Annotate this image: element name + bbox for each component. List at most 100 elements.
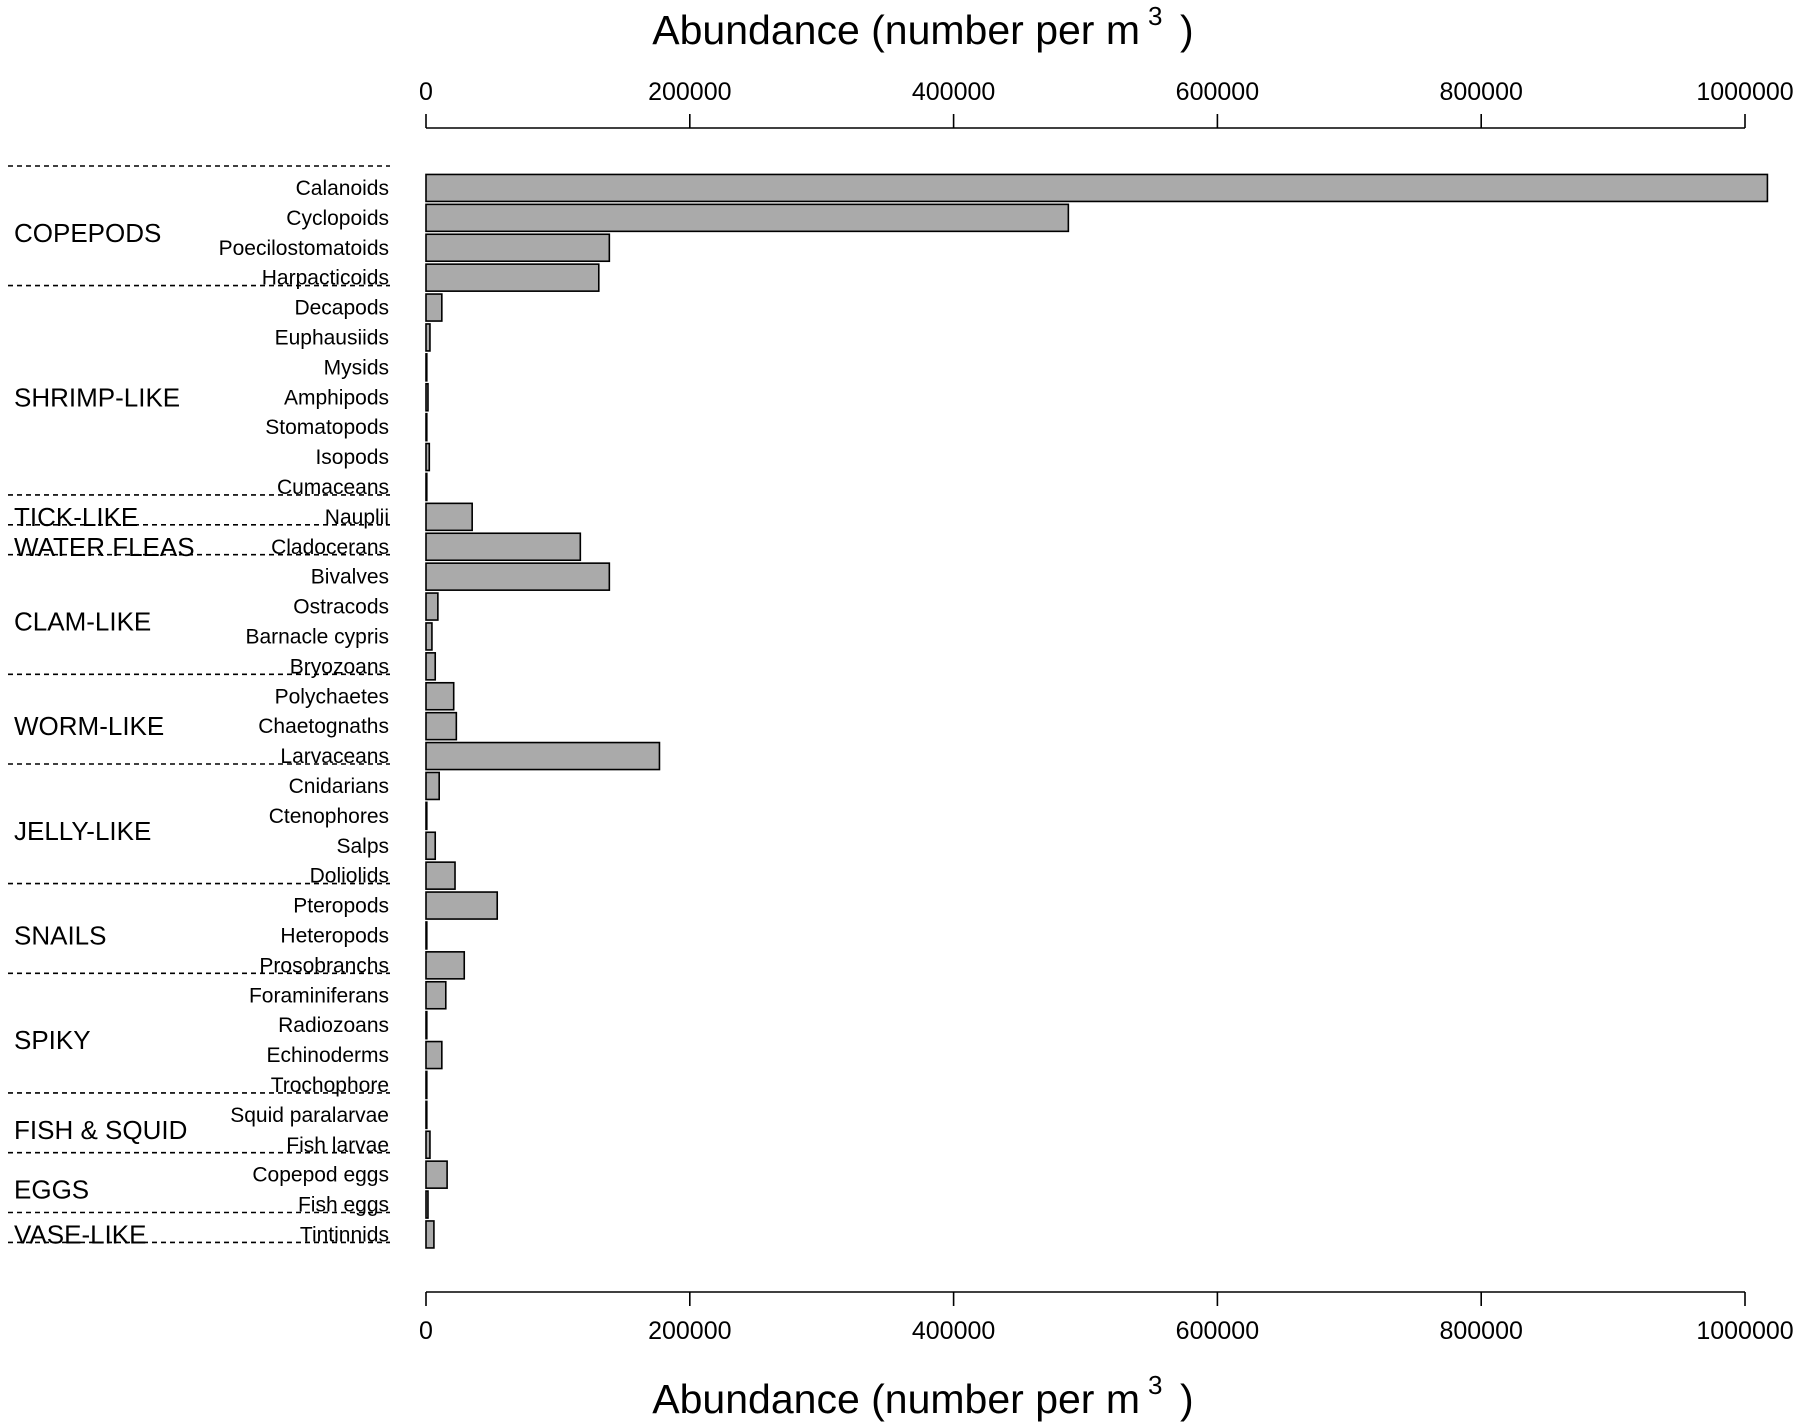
- bar-cyclopoids: [425, 203, 1070, 233]
- bar-nauplii: [425, 502, 473, 532]
- category-label: Bryozoans: [290, 655, 389, 678]
- category-label: Larvaceans: [280, 745, 389, 768]
- bar-amphipods: [425, 382, 429, 412]
- category-label: Ctenophores: [269, 805, 389, 828]
- bar-isopods: [425, 442, 431, 472]
- category-label: Harpacticoids: [262, 267, 389, 290]
- bar-bryozoans: [425, 652, 437, 681]
- bar-euphausiids: [425, 323, 431, 352]
- bar-calanoids: [425, 173, 1769, 203]
- category-label: Squid paralarvae: [230, 1104, 389, 1127]
- bottom-tick-label: 400000: [912, 1317, 995, 1345]
- top-axis-title-close: ): [1180, 7, 1194, 53]
- category-label: Foraminiferans: [249, 984, 389, 1007]
- category-label: Cladocerans: [271, 536, 389, 559]
- category-label: Nauplii: [325, 506, 389, 529]
- top-axis-title-text: Abundance (number per m: [652, 7, 1140, 53]
- category-label: Barnacle cypris: [245, 625, 389, 648]
- bottom-axis-title-close: ): [1180, 1376, 1194, 1422]
- top-tick-label: 600000: [1176, 78, 1259, 106]
- category-label: Polychaetes: [275, 685, 389, 708]
- bars: [425, 173, 1769, 1249]
- top-tick-label: 1000000: [1696, 78, 1793, 106]
- category-label: Tintinnids: [300, 1223, 389, 1246]
- top-axis-title: Abundance (number per m: [652, 7, 1140, 53]
- bar-barnacle-cypris: [425, 622, 433, 651]
- category-label: Cumaceans: [277, 476, 389, 499]
- category-label: Isopods: [315, 446, 389, 469]
- category-label: Pteropods: [293, 895, 389, 918]
- top-tick-label: 0: [419, 78, 433, 106]
- bar-prosobranchs: [425, 951, 466, 980]
- category-label: Trochophore: [271, 1074, 389, 1097]
- bar-foraminiferans: [425, 980, 447, 1010]
- category-label: Copepod eggs: [252, 1164, 389, 1187]
- category-label: Echinoderms: [266, 1044, 389, 1067]
- category-label: Salps: [336, 835, 389, 858]
- top-axis-title-superscript: 3: [1148, 1, 1162, 31]
- bottom-tick-label: 0: [419, 1317, 433, 1345]
- group-label: COPEPODS: [14, 218, 161, 248]
- bar-trochophore: [425, 1070, 428, 1100]
- group-label: VASE-LIKE: [14, 1219, 146, 1249]
- category-label: Cyclopoids: [286, 207, 389, 230]
- bar-decapods: [425, 293, 443, 322]
- category-label: Calanoids: [296, 177, 389, 200]
- top-tick-label: 400000: [912, 78, 995, 106]
- category-label: Ostracods: [293, 596, 389, 619]
- bottom-axis-title-text: Abundance (number per m: [652, 1376, 1140, 1422]
- bottom-axis-title-superscript: 3: [1148, 1370, 1162, 1400]
- bar-radiozoans: [425, 1010, 428, 1040]
- group-label: SNAILS: [14, 920, 107, 950]
- category-label: Bivalves: [311, 566, 389, 589]
- bottom-tick-label: 1000000: [1696, 1317, 1793, 1345]
- group-label: WORM-LIKE: [14, 711, 164, 741]
- bar-polychaetes: [425, 681, 455, 711]
- category-label: Amphipods: [284, 386, 389, 409]
- bar-pteropods: [425, 891, 499, 920]
- bottom-axis-title: Abundance (number per m: [652, 1376, 1140, 1422]
- bar-copepod-eggs: [425, 1160, 448, 1189]
- bar-cumaceans: [425, 472, 428, 502]
- bar-tintinnids: [425, 1220, 435, 1249]
- bar-poecilostomatoids: [425, 233, 611, 263]
- bar-ostracods: [425, 592, 439, 621]
- bottom-tick-label: 800000: [1439, 1317, 1522, 1345]
- bottom-tick-label: 200000: [648, 1317, 731, 1345]
- bar-fish-eggs: [425, 1190, 429, 1219]
- bottom-tick-label: 600000: [1176, 1317, 1259, 1345]
- category-label: Doliolids: [310, 865, 389, 888]
- group-label: FISH & SQUID: [14, 1115, 187, 1145]
- bar-salps: [425, 831, 437, 861]
- top-tick-label: 200000: [648, 78, 731, 106]
- group-label: EGGS: [14, 1175, 89, 1205]
- category-label: Euphausiids: [275, 326, 389, 349]
- group-label: TICK-LIKE: [14, 502, 138, 532]
- category-label: Fish larvae: [286, 1134, 389, 1157]
- bar-fish-larvae: [425, 1130, 431, 1160]
- bar-chaetognaths: [425, 711, 458, 741]
- category-label: Radiozoans: [278, 1014, 389, 1037]
- bar-heteropods: [425, 921, 428, 950]
- category-label: Chaetognaths: [258, 715, 389, 738]
- bar-cnidarians: [425, 771, 440, 801]
- group-label: JELLY-LIKE: [14, 816, 151, 846]
- bar-echinoderms: [425, 1040, 443, 1070]
- bar-doliolids: [425, 861, 456, 890]
- category-label: Decapods: [294, 297, 389, 320]
- bar-squid-paralarvae: [425, 1100, 428, 1130]
- group-label: SPIKY: [14, 1025, 91, 1055]
- category-label: Stomatopods: [265, 416, 389, 439]
- bar-stomatopods: [425, 412, 428, 442]
- bar-harpacticoids: [425, 263, 600, 292]
- axes: 0 0 200000 200000 400000 400000 600000 600000 80…: [419, 78, 1794, 1345]
- bar-mysids: [425, 353, 428, 382]
- group-label: WATER FLEAS: [14, 532, 195, 562]
- group-label: CLAM-LIKE: [14, 607, 151, 637]
- category-labels: Calanoids Cyclopoids Poecilostomatoids Harp…: [219, 177, 389, 1246]
- top-tick-label: 800000: [1439, 78, 1522, 106]
- category-label: Mysids: [324, 356, 389, 379]
- bar-bivalves: [425, 562, 611, 591]
